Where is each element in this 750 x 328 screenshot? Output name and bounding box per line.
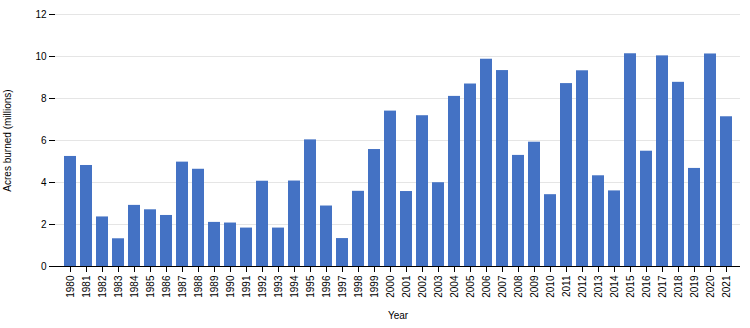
svg-text:1982: 1982 bbox=[97, 275, 108, 298]
svg-text:2002: 2002 bbox=[417, 275, 428, 298]
svg-text:2008: 2008 bbox=[513, 275, 524, 298]
svg-text:1994: 1994 bbox=[289, 275, 300, 298]
svg-text:1983: 1983 bbox=[113, 275, 124, 298]
svg-text:2017: 2017 bbox=[657, 275, 668, 298]
svg-text:1997: 1997 bbox=[337, 275, 348, 298]
svg-text:1981: 1981 bbox=[81, 275, 92, 298]
svg-text:2006: 2006 bbox=[481, 275, 492, 298]
svg-text:2019: 2019 bbox=[689, 275, 700, 298]
svg-text:2000: 2000 bbox=[385, 275, 396, 298]
svg-text:2012: 2012 bbox=[577, 275, 588, 298]
svg-text:1980: 1980 bbox=[65, 275, 76, 298]
svg-text:1992: 1992 bbox=[257, 275, 268, 298]
svg-text:2005: 2005 bbox=[465, 275, 476, 298]
svg-text:1989: 1989 bbox=[209, 275, 220, 298]
svg-text:2015: 2015 bbox=[625, 275, 636, 298]
svg-text:Year: Year bbox=[388, 310, 409, 321]
svg-text:1995: 1995 bbox=[305, 275, 316, 298]
svg-text:2016: 2016 bbox=[641, 275, 652, 298]
svg-text:8: 8 bbox=[41, 93, 47, 104]
svg-text:2021: 2021 bbox=[721, 275, 732, 298]
svg-text:1986: 1986 bbox=[161, 275, 172, 298]
svg-text:2013: 2013 bbox=[593, 275, 604, 298]
svg-text:0: 0 bbox=[41, 261, 47, 272]
svg-text:1991: 1991 bbox=[241, 275, 252, 298]
svg-text:2011: 2011 bbox=[561, 275, 572, 297]
svg-text:2: 2 bbox=[41, 219, 47, 230]
svg-text:4: 4 bbox=[41, 177, 47, 188]
svg-text:2001: 2001 bbox=[401, 275, 412, 298]
svg-text:2020: 2020 bbox=[705, 275, 716, 298]
svg-text:1998: 1998 bbox=[353, 275, 364, 298]
svg-text:10: 10 bbox=[35, 51, 47, 62]
svg-text:2018: 2018 bbox=[673, 275, 684, 298]
svg-text:1993: 1993 bbox=[273, 275, 284, 298]
svg-text:1990: 1990 bbox=[225, 275, 236, 298]
svg-text:1999: 1999 bbox=[369, 275, 380, 298]
svg-text:2009: 2009 bbox=[529, 275, 540, 298]
svg-text:1987: 1987 bbox=[177, 275, 188, 298]
svg-text:2010: 2010 bbox=[545, 275, 556, 298]
svg-text:2014: 2014 bbox=[609, 275, 620, 298]
svg-text:2004: 2004 bbox=[449, 275, 460, 298]
svg-text:Acres burned (millions): Acres burned (millions) bbox=[2, 89, 13, 191]
svg-text:1985: 1985 bbox=[145, 275, 156, 298]
svg-text:1996: 1996 bbox=[321, 275, 332, 298]
svg-text:2007: 2007 bbox=[497, 275, 508, 298]
svg-text:1988: 1988 bbox=[193, 275, 204, 298]
svg-text:6: 6 bbox=[41, 135, 47, 146]
svg-text:12: 12 bbox=[35, 9, 47, 20]
svg-text:2003: 2003 bbox=[433, 275, 444, 298]
svg-text:1984: 1984 bbox=[129, 275, 140, 298]
